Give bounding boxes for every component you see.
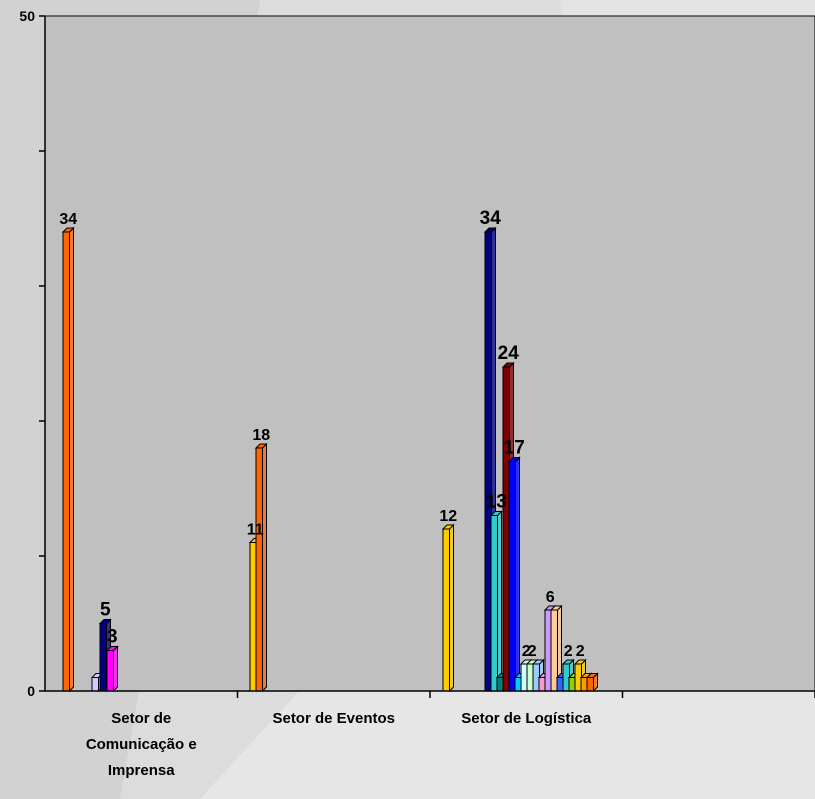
bar bbox=[106, 650, 114, 692]
data-label: 2 bbox=[522, 643, 531, 660]
data-label: 11 bbox=[247, 522, 264, 539]
plot-area bbox=[44, 15, 815, 692]
bar bbox=[508, 461, 516, 692]
category-label: Imprensa bbox=[108, 762, 175, 779]
data-label: 6 bbox=[546, 589, 555, 606]
data-label: 12 bbox=[439, 508, 457, 525]
data-label: 34 bbox=[480, 208, 502, 229]
data-label: 24 bbox=[498, 343, 520, 364]
category-label: Comunicação e bbox=[86, 736, 197, 753]
data-label: 2 bbox=[528, 643, 537, 660]
data-label: 3 bbox=[107, 627, 118, 648]
bar-side bbox=[449, 523, 454, 693]
category-label: Setor de Eventos bbox=[272, 710, 395, 727]
category-label: Setor de bbox=[111, 710, 171, 727]
bar bbox=[255, 447, 263, 692]
bar-side bbox=[497, 510, 502, 693]
bar bbox=[490, 515, 498, 692]
bar bbox=[586, 677, 594, 692]
data-label: 2 bbox=[576, 643, 585, 660]
category-label: Setor de Logística bbox=[461, 710, 592, 727]
data-label: 17 bbox=[504, 438, 525, 459]
data-label: 2 bbox=[564, 643, 573, 660]
data-label: 5 bbox=[100, 600, 111, 621]
bar-side bbox=[515, 456, 520, 693]
data-label: 13 bbox=[486, 492, 507, 513]
bar-side bbox=[262, 442, 267, 693]
bar bbox=[442, 528, 450, 692]
y-tick-label-0: 0 bbox=[27, 683, 35, 699]
bar bbox=[99, 623, 107, 692]
data-label: 34 bbox=[59, 211, 77, 228]
y-tick-label-50: 50 bbox=[19, 8, 35, 24]
bar-side bbox=[113, 645, 118, 693]
bar bbox=[62, 231, 70, 692]
bar-side bbox=[69, 226, 74, 693]
bar bbox=[91, 677, 99, 692]
data-label: 18 bbox=[252, 427, 270, 444]
